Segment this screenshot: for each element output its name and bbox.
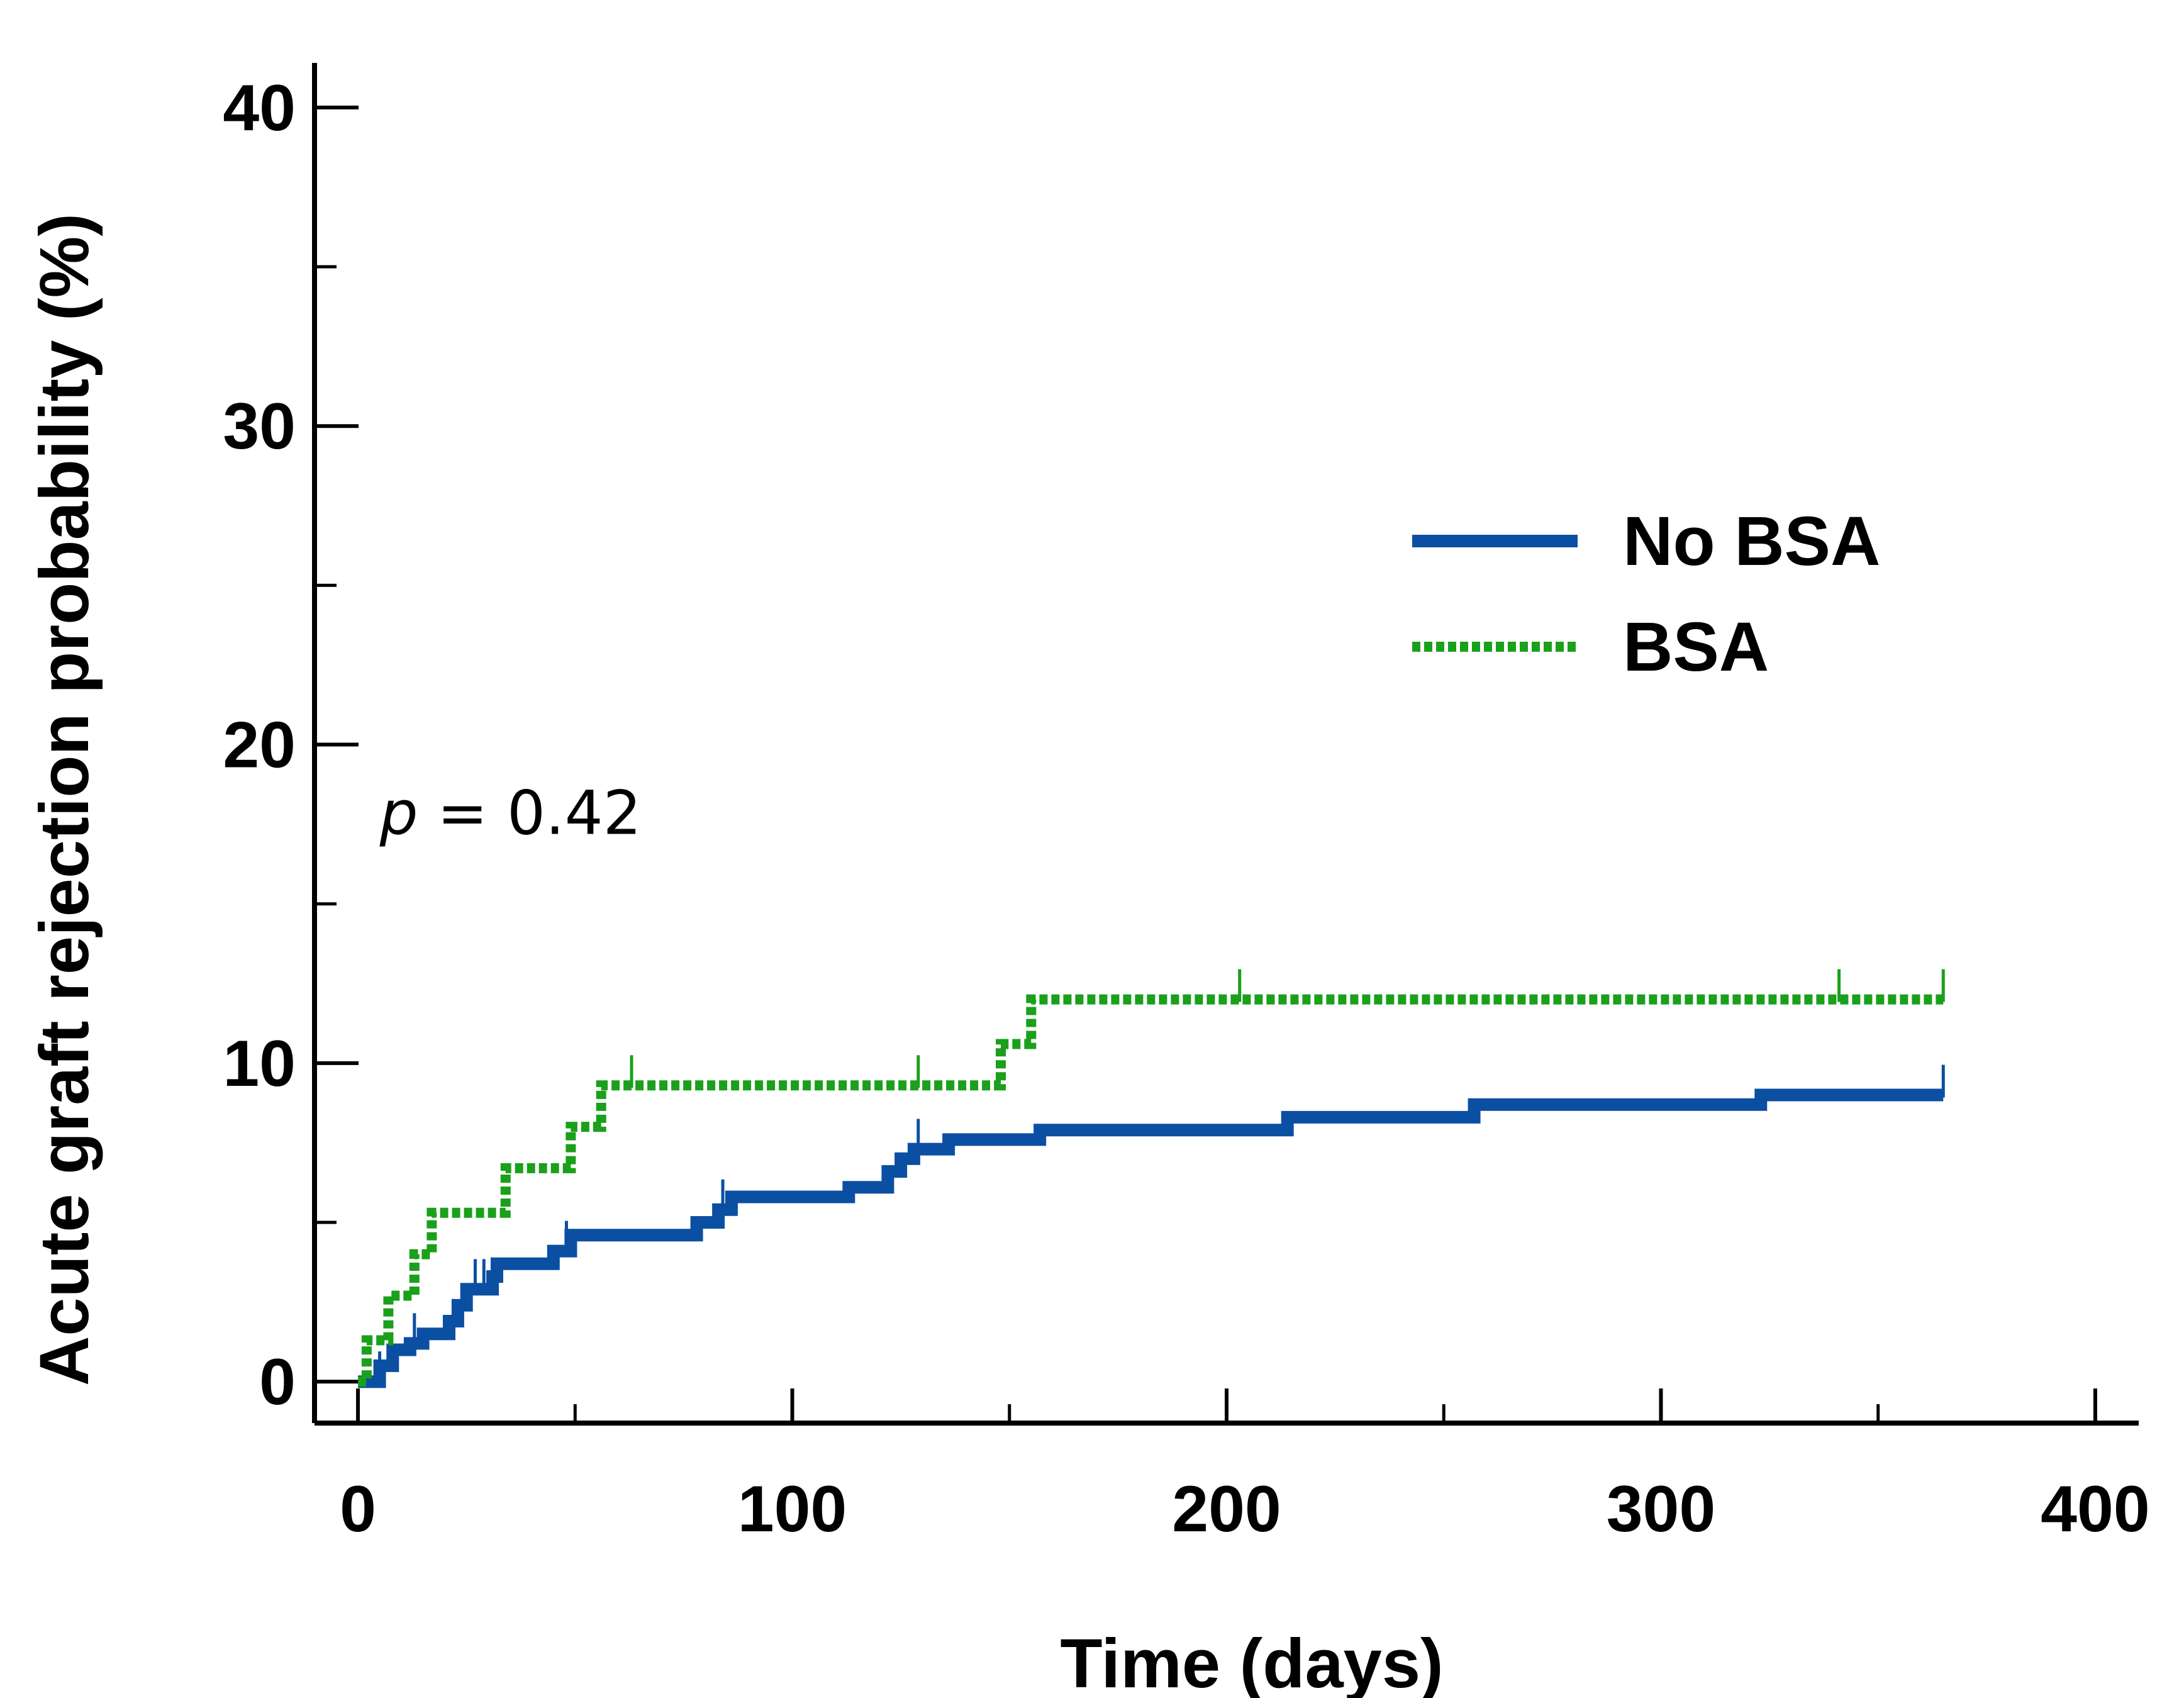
x-axis-title: Time (days) [1060,1625,1443,1698]
legend-item: No BSA [1412,503,1880,580]
y-ticks: 0 10 20 30 40 [223,72,359,1419]
x-ticks: 0 100 200 300 400 [340,1388,2150,1546]
p-value-annotation: p = 0.42 [379,778,642,848]
y-tick-label: 10 [223,1027,296,1100]
p-value: = 0.42 [418,778,642,848]
y-tick-label: 0 [259,1346,296,1419]
x-tick-label: 300 [1607,1473,1716,1546]
x-tick-label: 100 [738,1473,847,1546]
legend-label: No BSA [1623,503,1880,580]
series-bsa [358,969,1945,1387]
p-symbol: p [379,778,418,848]
x-tick-label: 200 [1172,1473,1281,1546]
y-tick-label: 30 [223,390,296,463]
x-tick-label: 0 [340,1473,376,1546]
series-line [358,1088,1944,1388]
axes: 0 10 20 30 40 0 100 200 300 400 [223,63,2150,1546]
y-axis-title: Acute graft rejection probability (%) [26,213,103,1386]
series-layer [358,969,1945,1388]
legend-label: BSA [1623,608,1769,686]
series-line [358,994,1944,1387]
legend: No BSA BSA [1412,503,1880,686]
y-tick-label: 20 [223,709,296,782]
y-tick-label: 40 [223,72,296,145]
x-tick-label: 400 [2041,1473,2150,1546]
legend-item: BSA [1412,608,1769,686]
series-no-bsa [358,1064,1945,1388]
